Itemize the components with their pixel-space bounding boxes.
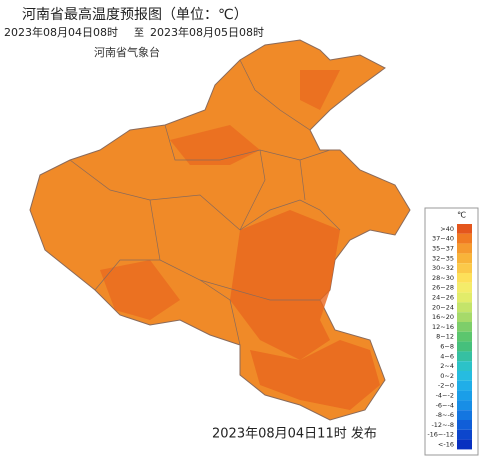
legend-swatch xyxy=(457,420,472,430)
legend-label: 12~16 xyxy=(432,323,454,331)
to: 至 xyxy=(134,27,144,39)
hot-region xyxy=(250,340,380,410)
legend-swatch xyxy=(457,361,472,371)
legend-label: 2~4 xyxy=(440,362,454,370)
legend-label: -2~0 xyxy=(438,382,454,390)
map xyxy=(29,39,411,421)
legend-swatch xyxy=(457,292,472,303)
legend-label: 37~40 xyxy=(432,235,454,243)
legend-label: 16~20 xyxy=(432,313,454,321)
issued-time: 2023年08月04日11时 发布 xyxy=(212,426,377,442)
legend-swatch xyxy=(457,380,472,391)
end-time: 2023年08月05日08时 xyxy=(150,25,264,39)
legend-label: 0~2 xyxy=(440,372,454,380)
legend-swatch xyxy=(457,371,472,381)
legend-swatch xyxy=(457,312,472,322)
start-time: 2023年08月04日08时 xyxy=(4,25,118,39)
legend-swatch xyxy=(457,322,472,332)
agency: 河南省气象台 xyxy=(94,45,160,59)
legend-swatch xyxy=(457,243,472,254)
district-borders xyxy=(69,59,341,346)
legend-label: <-16 xyxy=(438,441,454,449)
hot-region xyxy=(300,70,340,110)
legend-label: 4~6 xyxy=(440,352,454,360)
legend-label: -16~-12 xyxy=(427,431,454,439)
legend-label: -6~-4 xyxy=(436,401,454,409)
legend-label: 6~8 xyxy=(440,343,454,351)
legend-swatch xyxy=(457,233,472,244)
legend-label: 32~35 xyxy=(432,254,454,262)
legend-label: 26~28 xyxy=(432,284,454,292)
legend-label: >40 xyxy=(440,225,454,233)
legend-swatch xyxy=(457,351,472,362)
legend-label: 24~26 xyxy=(432,294,454,302)
legend-swatch xyxy=(457,390,472,401)
legend-swatch xyxy=(457,282,472,293)
legend-label: 20~24 xyxy=(432,303,454,311)
legend-swatch xyxy=(457,302,472,313)
legend-swatch xyxy=(457,224,472,234)
legend-unit: ℃ xyxy=(457,211,466,220)
legend-swatch xyxy=(457,263,472,273)
legend-swatch xyxy=(457,410,472,420)
hot-region xyxy=(100,260,180,320)
legend-swatch xyxy=(457,331,472,342)
legend-label: -8~-6 xyxy=(436,411,454,419)
legend-swatch xyxy=(457,253,472,264)
hot-region xyxy=(230,210,340,360)
legend-swatch xyxy=(457,400,472,411)
legend-swatch xyxy=(457,429,472,440)
legend-label: -4~-2 xyxy=(436,392,454,400)
legend-label: 28~30 xyxy=(432,274,454,282)
legend-label: 30~32 xyxy=(432,264,454,272)
legend-swatch xyxy=(457,273,472,283)
legend-label: 8~12 xyxy=(436,333,454,341)
legend-swatch xyxy=(457,439,472,450)
legend-label: 35~37 xyxy=(432,245,454,253)
legend-label: -12~-8 xyxy=(431,421,454,429)
title: 河南省最高温度预报图（单位：℃） xyxy=(22,6,248,23)
legend-swatch xyxy=(457,341,472,352)
hot-region xyxy=(170,125,260,165)
